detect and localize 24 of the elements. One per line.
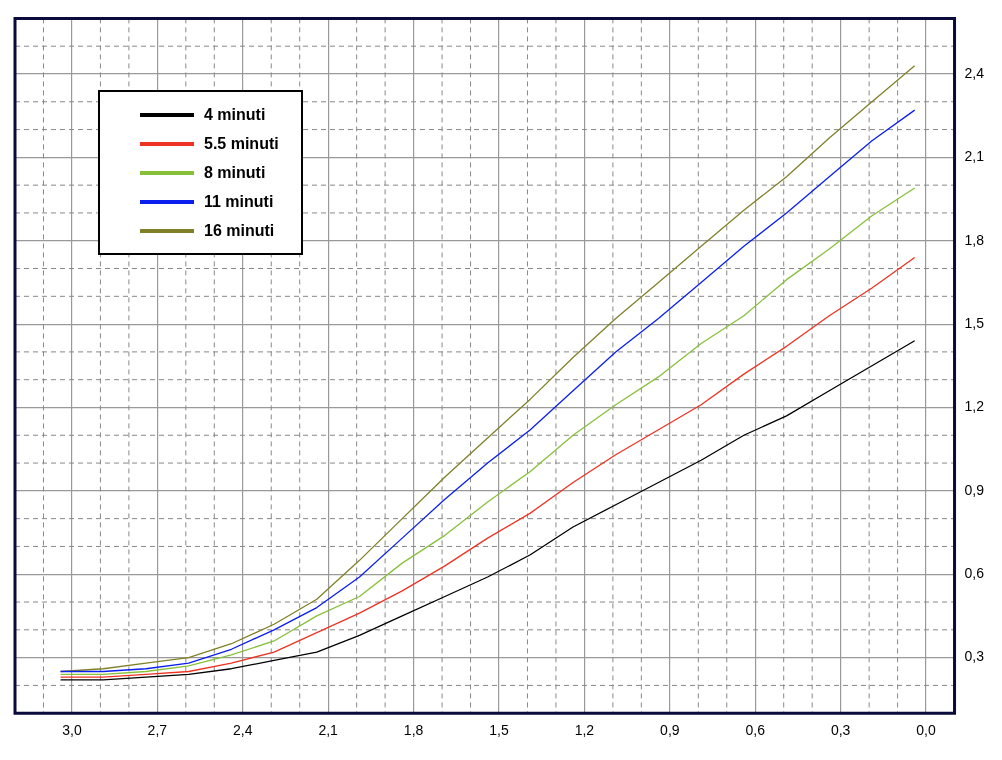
x-tick-label: 2,1: [318, 722, 339, 739]
y-tick-label: 2,1: [964, 148, 985, 165]
legend-label: 16 minuti: [204, 221, 275, 240]
x-tick-label: 0,0: [916, 722, 937, 739]
y-tick-label: 0,3: [964, 648, 985, 665]
x-tick-label: 0,9: [660, 722, 680, 739]
x-tick-label: 1,8: [403, 722, 424, 739]
x-tick-label: 3,0: [62, 722, 82, 739]
y-tick-label: 1,2: [964, 398, 985, 415]
x-tick-label: 1,2: [574, 722, 595, 739]
x-tick-label: 1,5: [489, 722, 509, 739]
legend-label: 8 minuti: [204, 163, 266, 182]
y-tick-label: 0,6: [964, 565, 985, 582]
x-tick-label: 2,4: [233, 722, 253, 739]
x-tick-label: 0,3: [830, 722, 851, 739]
legend-label: 4 minuti: [204, 105, 266, 124]
y-tick-label: 1,5: [964, 314, 985, 331]
y-tick-label: 1,8: [964, 231, 985, 248]
y-tick-label: 0,9: [964, 481, 985, 498]
legend-label: 11 minuti: [204, 192, 274, 211]
legend-label: 5.5 minuti: [204, 134, 279, 153]
y-tick-label: 2,4: [964, 64, 985, 81]
x-tick-label: 2,7: [147, 722, 168, 739]
x-tick-label: 0,6: [745, 722, 766, 739]
